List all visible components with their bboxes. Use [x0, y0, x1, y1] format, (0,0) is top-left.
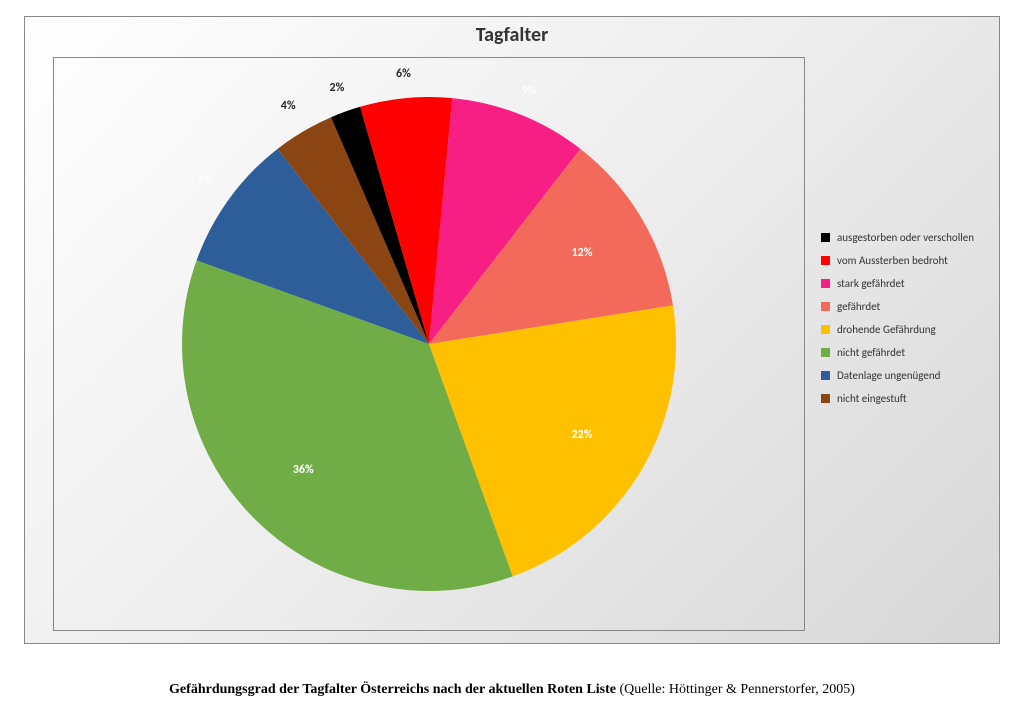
legend-swatch	[821, 348, 830, 357]
chart-frame: Tagfalter 2% 6% 9% 12% 22% 36% 9% 4% ausgestorb…	[24, 16, 1000, 644]
chart-title: Tagfalter	[25, 23, 999, 47]
pie-chart: 2%6%9%12%22%36%9%4%	[182, 97, 676, 591]
legend-item: gefährdet	[821, 300, 974, 313]
legend-label: drohende Gefährdung	[837, 323, 936, 336]
legend-label: stark gefährdet	[837, 277, 905, 290]
legend-item: nicht gefährdet	[821, 346, 974, 359]
legend-item: stark gefährdet	[821, 277, 974, 290]
legend-swatch	[821, 279, 830, 288]
legend-label: vom Aussterben bedroht	[837, 254, 948, 267]
legend-item: drohende Gefährdung	[821, 323, 974, 336]
slice-label: 36%	[293, 463, 314, 477]
legend-swatch	[821, 233, 830, 242]
slice-label: 9%	[522, 84, 537, 98]
slice-label: 22%	[572, 428, 593, 442]
legend-item: Datenlage ungenügend	[821, 369, 974, 382]
legend-swatch	[821, 371, 830, 380]
legend-item: nicht eingestuft	[821, 392, 974, 405]
legend-label: Datenlage ungenügend	[837, 369, 940, 382]
slice-label: 2%	[330, 81, 345, 95]
legend-label: ausgestorben oder verschollen	[837, 231, 974, 244]
slice-label: 4%	[281, 99, 296, 113]
legend-swatch	[821, 325, 830, 334]
legend-swatch	[821, 302, 830, 311]
legend-label: gefährdet	[837, 300, 880, 313]
legend-label: nicht gefährdet	[837, 346, 905, 359]
legend: ausgestorben oder verschollen vom Ausster…	[821, 231, 974, 415]
caption: Gefährdungsgrad der Tagfalter Österreich…	[0, 682, 1024, 698]
legend-swatch	[821, 394, 830, 403]
legend-item: vom Aussterben bedroht	[821, 254, 974, 267]
legend-swatch	[821, 256, 830, 265]
slice-label: 6%	[396, 67, 411, 81]
plot-area: 2% 6% 9% 12% 22% 36% 9% 4%	[53, 57, 805, 631]
slice-label: 12%	[572, 246, 593, 260]
caption-bold: Gefährdungsgrad der Tagfalter Österreich…	[169, 682, 616, 697]
caption-source: (Quelle: Höttinger & Pennerstorfer, 2005…	[616, 682, 855, 697]
page: Tagfalter 2% 6% 9% 12% 22% 36% 9% 4% ausgestorb…	[0, 0, 1024, 724]
legend-item: ausgestorben oder verschollen	[821, 231, 974, 244]
pie-svg	[182, 97, 676, 591]
slice-label: 9%	[198, 174, 213, 188]
legend-label: nicht eingestuft	[837, 392, 907, 405]
